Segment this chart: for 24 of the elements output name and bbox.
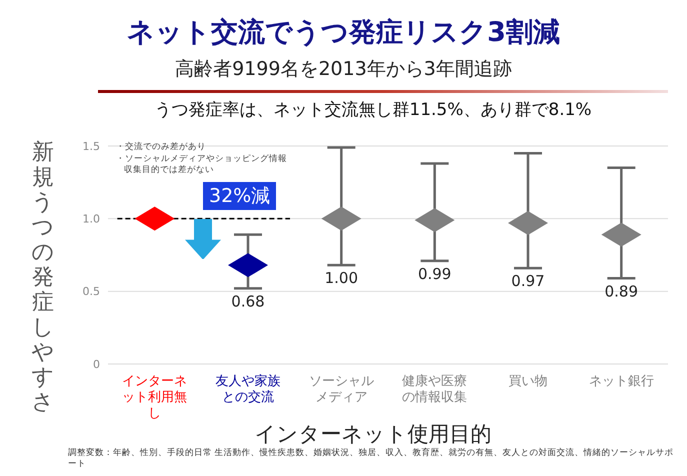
annotation: ・交流でのみ差があり (116, 142, 206, 153)
x-tick-label: 健康や医療の情報収集 (401, 374, 468, 406)
data-label: 0.68 (231, 292, 265, 310)
data-label: 1.00 (324, 269, 358, 288)
text: うつ発症率は、ネット交流無し群11.5%、あり群で8.1% (153, 99, 593, 121)
x-tick-label: 買い物 (508, 374, 548, 390)
x-tick-label: 友人や家族との交流 (214, 374, 282, 406)
y-tick-label: 0.5 (82, 285, 100, 298)
data-label: 0.89 (604, 282, 638, 300)
x-axis-title: インターネット使用目的 (254, 421, 492, 448)
text: 調整変数：年齢、性別、手段的日常 生活動作、慢性疾患数、婚姻状況、独居、収入、教育歴、就労の有無、友人との対面交流、情緒的ソーシャルサポート (68, 448, 675, 470)
data-label: 0.97 (511, 272, 545, 290)
data-label: 0.99 (418, 264, 452, 283)
x-tick-label: ソーシャルメディア (308, 374, 375, 406)
y-tick-label: 1.5 (82, 140, 100, 153)
x-tick-label: ネット銀行 (588, 374, 655, 390)
annotation: 32%減 (203, 182, 276, 210)
y-tick-label: 0 (93, 358, 100, 371)
y-tick-label: 1.0 (82, 212, 100, 226)
x-tick-label: インターネット利用無し (121, 374, 188, 422)
text: 新規うつの発症しやすさ (32, 140, 54, 415)
chart-title: ネット交流でうつ発症リスク3割減 (126, 16, 561, 50)
chart-subtitle: 高齢者9199名を2013年から3年間追跡 (174, 57, 513, 82)
annotation: ・ソーシャルメディアやショッピング情報収集目的では差がない (116, 154, 288, 176)
